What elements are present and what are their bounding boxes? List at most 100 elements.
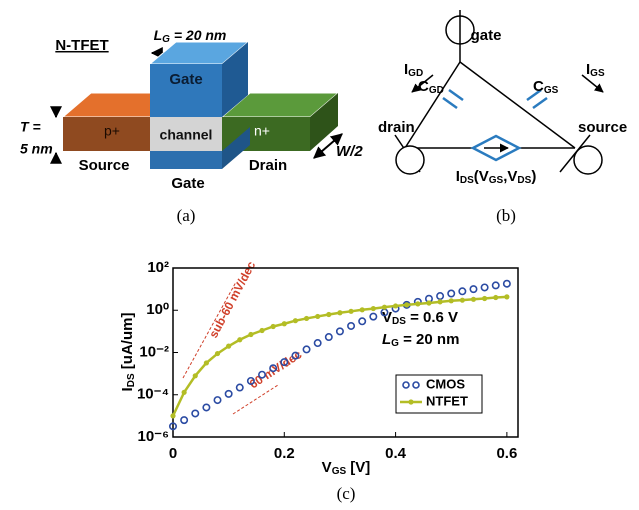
y-tick-label: 10⁻⁴: [137, 386, 169, 403]
data-point: [303, 346, 309, 352]
data-point: [415, 301, 420, 306]
data-point: [359, 318, 365, 324]
figure: N-TFET LG = 20 nm Gate p+ channel n+ Sou…: [0, 0, 639, 510]
lg-annotation: LG = 20 nm: [382, 331, 459, 349]
i-gd: IGD: [404, 61, 423, 79]
data-point: [470, 286, 476, 292]
drain-node: drain: [378, 119, 415, 136]
channel-label: channel: [160, 127, 213, 143]
x-tick-label: 0.2: [274, 445, 295, 462]
slope-annotation: sub-60 mV/dec: [206, 259, 258, 341]
data-point: [226, 344, 231, 349]
data-point: [504, 281, 510, 287]
data-point: [170, 413, 175, 418]
data-point: [314, 340, 320, 346]
gate-bottom-label: Gate: [171, 175, 204, 192]
data-point: [348, 309, 353, 314]
i-gs: IGS: [586, 61, 605, 79]
source-node: source: [578, 119, 627, 136]
data-point: [326, 334, 332, 340]
data-point: [192, 410, 198, 416]
data-point: [282, 321, 287, 326]
capacitor: [449, 90, 463, 100]
data-point: [437, 299, 442, 304]
data-point: [203, 404, 209, 410]
y-tick-label: 10⁰: [146, 301, 169, 318]
data-point: [271, 324, 276, 329]
width-label: W/2: [336, 143, 363, 160]
data-point: [493, 282, 499, 288]
panel-c: VGS [V] IDS [uA/um] VDS = 0.6 V LG = 20 …: [119, 259, 518, 503]
data-point: [482, 296, 487, 301]
data-point: [426, 300, 431, 305]
y-tick-label: 10⁻⁶: [137, 428, 169, 445]
data-point: [182, 390, 187, 395]
legend-label: CMOS: [426, 376, 465, 391]
drain-label: Drain: [249, 157, 287, 174]
source-symbol: [574, 146, 602, 174]
data-point: [382, 305, 387, 310]
data-point: [360, 307, 365, 312]
data-point: [259, 328, 264, 333]
panel-b: gate IGD CGD CGS IGS drain source IDS(VG…: [378, 10, 627, 225]
capacitor: [443, 98, 457, 108]
data-point: [215, 351, 220, 356]
data-point: [437, 293, 443, 299]
data-point: [225, 391, 231, 397]
data-point: [337, 310, 342, 315]
y-axis-label: IDS [uA/um]: [119, 313, 137, 392]
data-point: [293, 318, 298, 323]
legend-swatch: [408, 399, 413, 404]
thickness-value: 5 nm: [20, 141, 53, 157]
data-point: [459, 288, 465, 294]
data-point: [371, 306, 376, 311]
data-point: [337, 328, 343, 334]
gate-label: Gate: [169, 71, 202, 88]
data-point: [493, 295, 498, 300]
data-point: [315, 314, 320, 319]
data-point: [237, 384, 243, 390]
data-point: [449, 298, 454, 303]
x-axis-label: VGS [V]: [322, 459, 371, 477]
data-point: [193, 373, 198, 378]
gate-node: gate: [471, 27, 502, 44]
device-title: N-TFET: [55, 37, 108, 54]
source-label: Source: [79, 157, 130, 174]
data-point: [370, 313, 376, 319]
c-gs: CGS: [533, 78, 559, 96]
capacitor: [533, 98, 547, 108]
panel-a: N-TFET LG = 20 nm Gate p+ channel n+ Sou…: [20, 27, 363, 225]
y-tick-label: 10⁻²: [139, 343, 169, 360]
data-point: [214, 397, 220, 403]
data-point: [471, 297, 476, 302]
p-label: p+: [104, 123, 120, 139]
data-point: [504, 294, 509, 299]
data-point: [448, 290, 454, 296]
data-point: [348, 323, 354, 329]
source-symbol: [396, 146, 424, 174]
c-gd: CGD: [418, 78, 444, 96]
data-point: [181, 417, 187, 423]
y-tick-label: 10²: [147, 259, 169, 276]
x-tick-label: 0: [169, 445, 177, 462]
caption: (b): [496, 206, 516, 225]
x-tick-label: 0.4: [385, 445, 407, 462]
i-ds: IDS(VGS,VDS): [456, 168, 537, 186]
data-point: [460, 298, 465, 303]
x-tick-label: 0.6: [496, 445, 517, 462]
bottom-gate: [150, 151, 222, 169]
data-point: [304, 316, 309, 321]
caption: (c): [337, 484, 356, 503]
data-point: [248, 332, 253, 337]
caption: (a): [177, 206, 196, 225]
wire: [460, 62, 575, 148]
thickness-label: T =: [20, 119, 41, 135]
data-point: [393, 303, 398, 308]
data-point: [481, 284, 487, 290]
data-point: [204, 360, 209, 365]
n-label: n+: [254, 123, 270, 139]
data-point: [326, 312, 331, 317]
data-point: [404, 302, 409, 307]
legend-label: NTFET: [426, 393, 468, 408]
data-point: [237, 337, 242, 342]
